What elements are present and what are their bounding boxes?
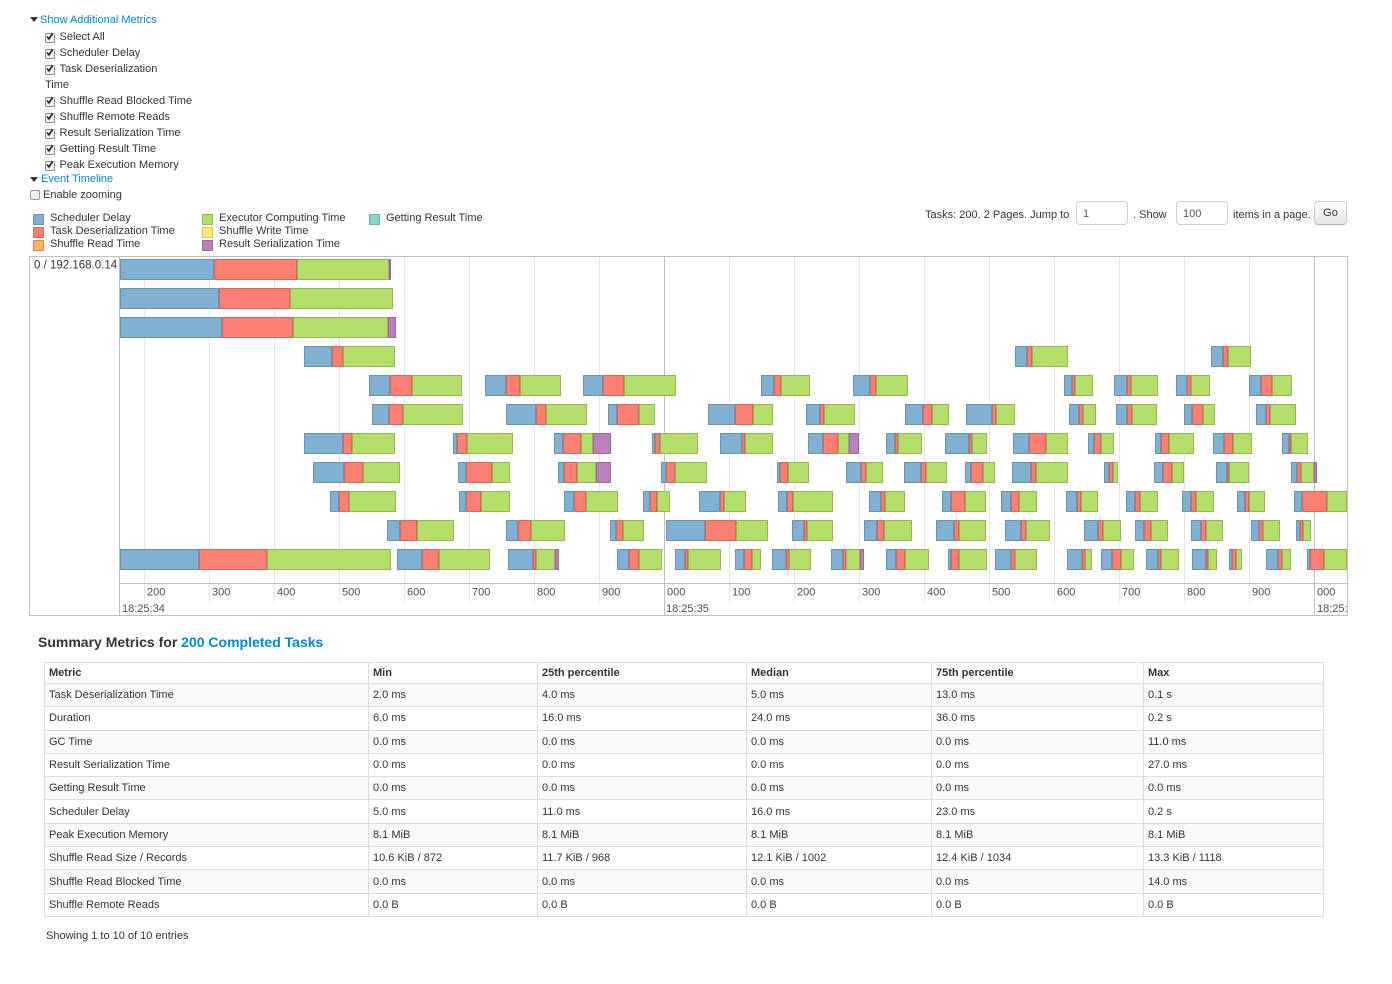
svg-text:000: 000: [667, 587, 685, 599]
svg-text:200: 200: [797, 587, 815, 599]
svg-text:500: 500: [992, 587, 1010, 599]
svg-text:0 / 192.168.0.14: 0 / 192.168.0.14: [34, 260, 118, 272]
svg-text:700: 700: [1122, 587, 1140, 599]
svg-text:800: 800: [537, 587, 555, 599]
svg-text:700: 700: [472, 587, 490, 599]
svg-text:400: 400: [277, 587, 295, 599]
svg-text:300: 300: [862, 587, 880, 599]
svg-text:000: 000: [1317, 587, 1335, 599]
svg-text:800: 800: [1187, 587, 1205, 599]
svg-text:600: 600: [1057, 587, 1075, 599]
svg-text:600: 600: [407, 587, 425, 599]
svg-text:200: 200: [147, 587, 165, 599]
svg-text:18:25:34: 18:25:34: [122, 603, 165, 615]
svg-text:18:25:36: 18:25:36: [1317, 603, 1347, 615]
svg-text:900: 900: [1252, 587, 1270, 599]
svg-text:18:25:35: 18:25:35: [666, 603, 709, 615]
svg-text:500: 500: [342, 587, 360, 599]
svg-text:400: 400: [927, 587, 945, 599]
svg-text:100: 100: [732, 587, 750, 599]
svg-text:300: 300: [212, 587, 230, 599]
svg-text:900: 900: [602, 587, 620, 599]
